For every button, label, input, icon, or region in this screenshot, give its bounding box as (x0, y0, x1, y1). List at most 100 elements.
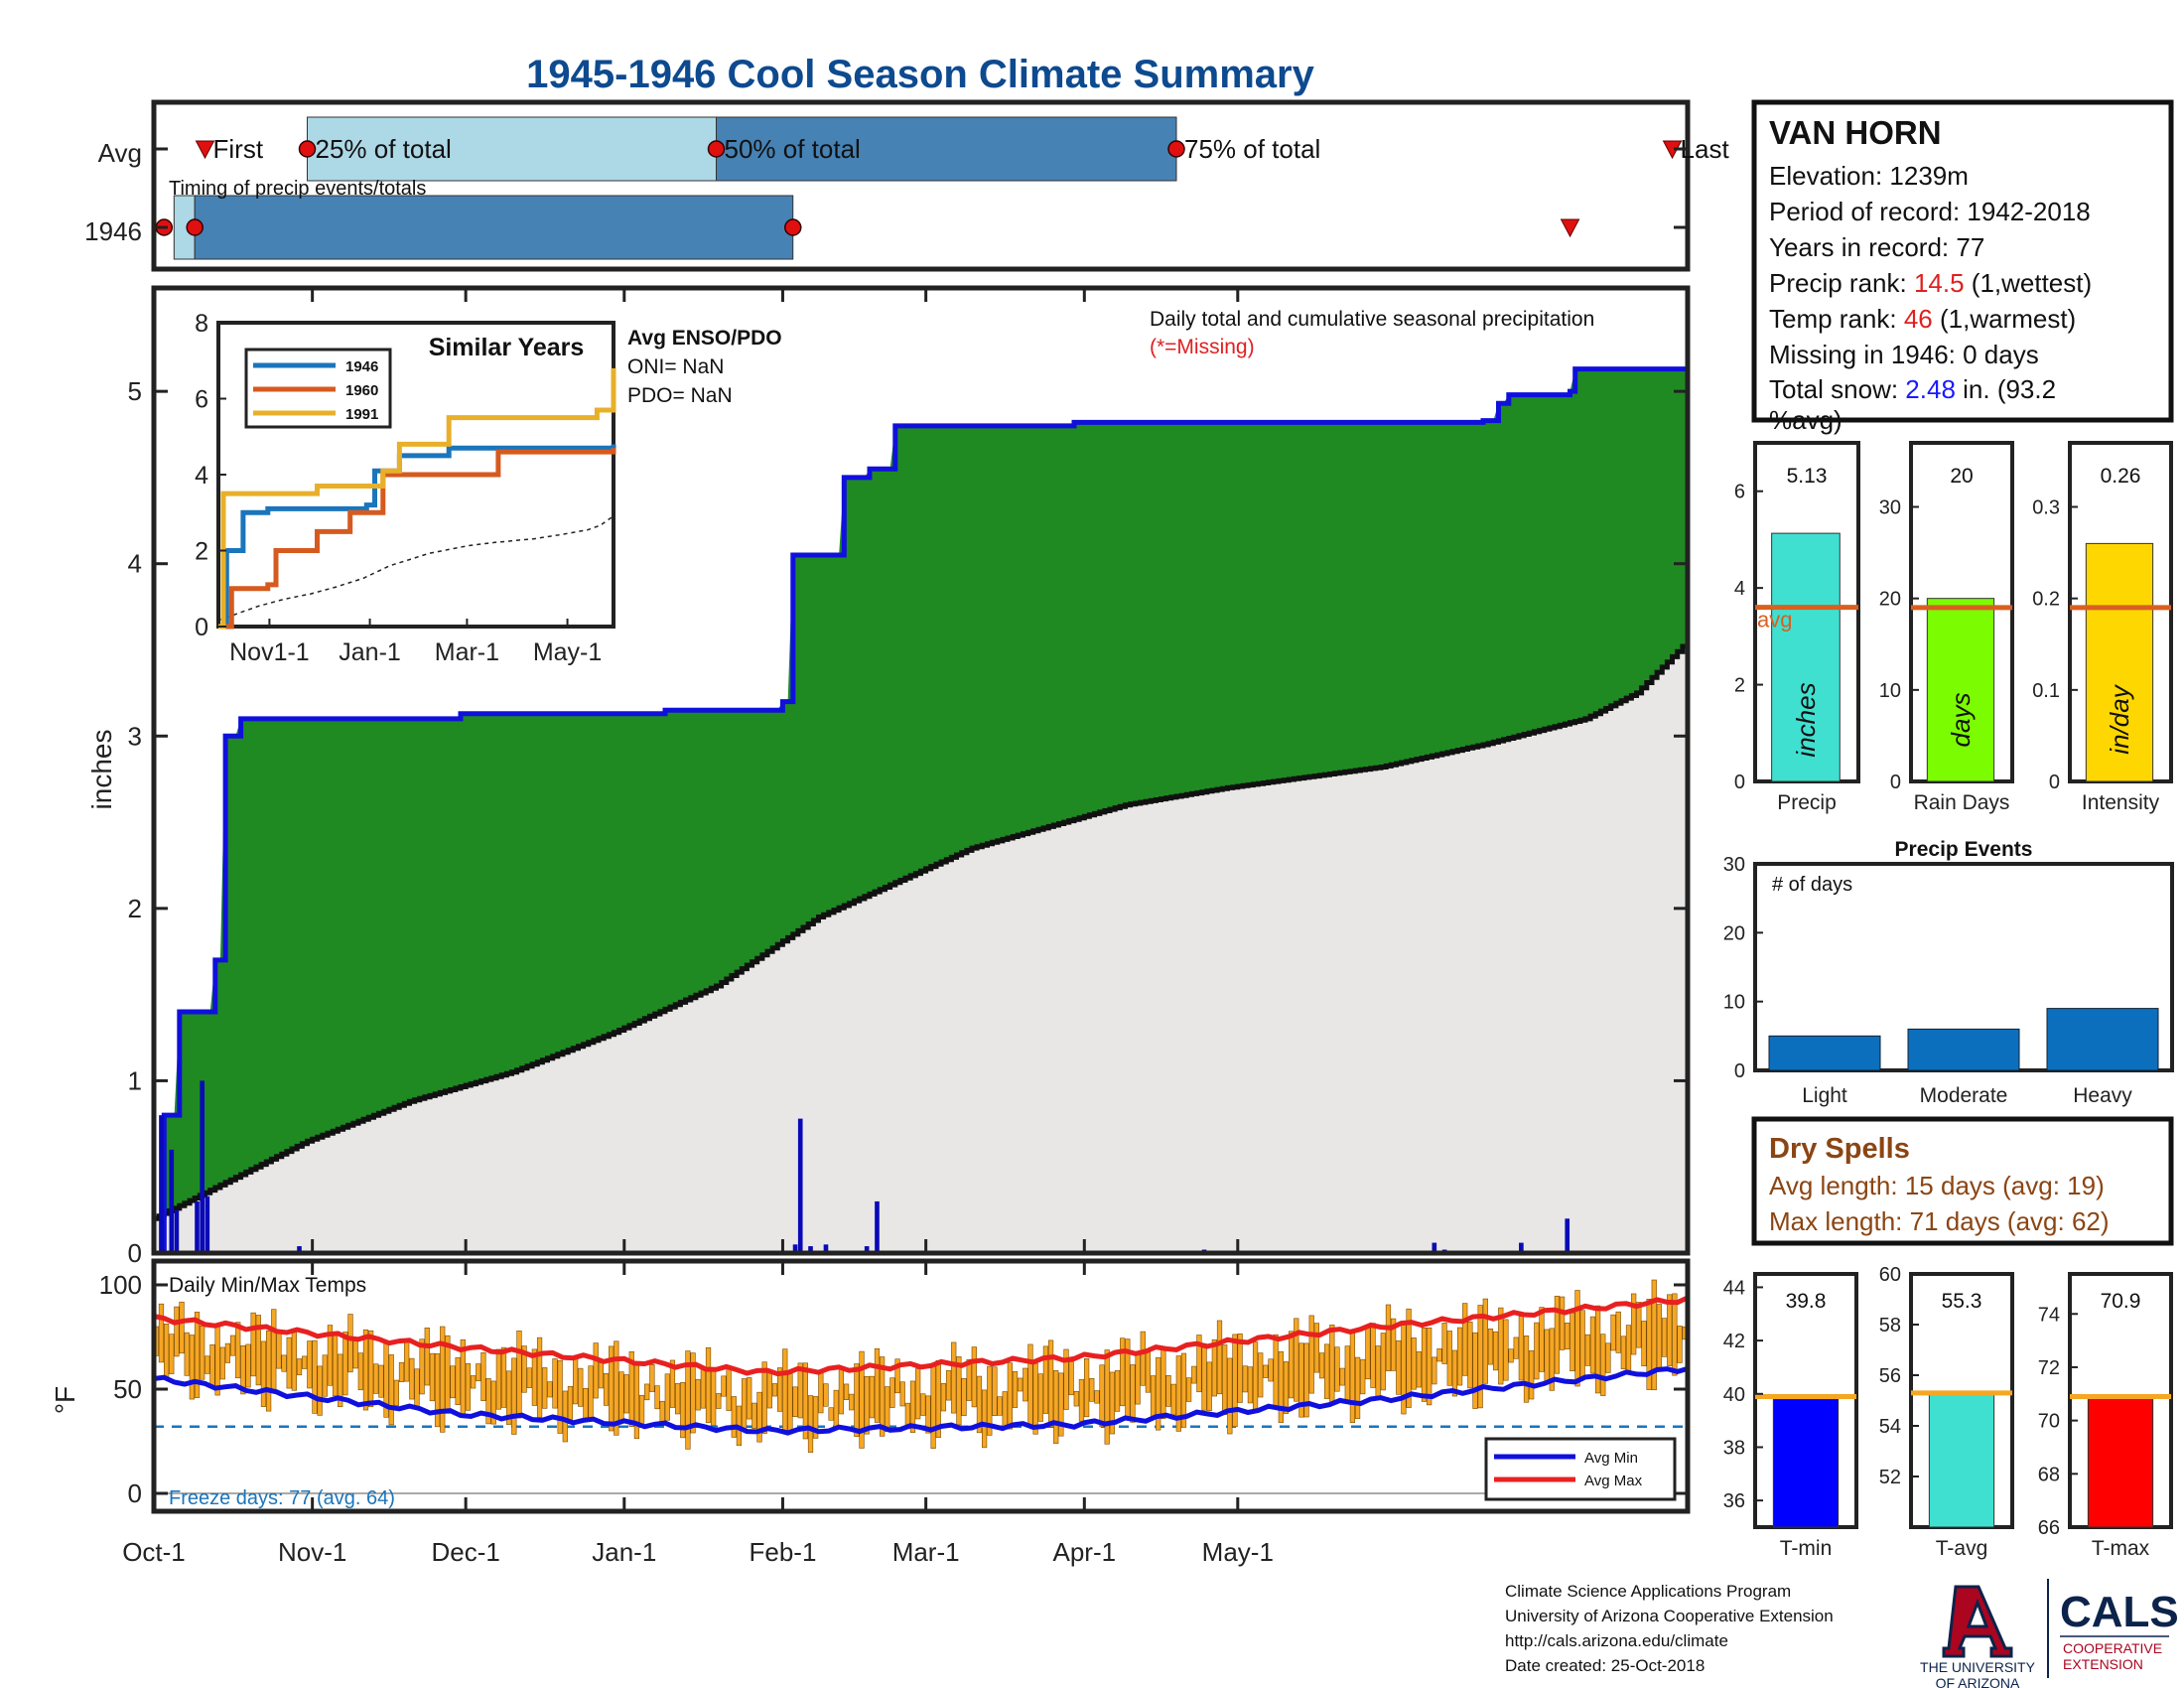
summary-label-2: Intensity (2082, 791, 2160, 814)
summary-tick-label-0-0: 0 (1734, 772, 1745, 793)
temp-range-bar-178 (1063, 1348, 1069, 1410)
legend-label-1946: 1946 (345, 358, 378, 375)
temp-range-bar-116 (747, 1377, 752, 1420)
temp-range-bar-276 (1565, 1322, 1570, 1349)
daily-precip-bar-8 (797, 1118, 803, 1253)
footer-date: Date created: 25-Oct-2018 (1505, 1656, 1705, 1675)
avg-min-line (153, 1365, 1689, 1436)
temp-range-bar-132 (828, 1407, 834, 1421)
summary-unit-label-1: days (1946, 693, 1976, 748)
temp-range-bar-138 (859, 1350, 865, 1449)
temp-range-bar-81 (567, 1385, 574, 1425)
temp-y-axis: 0 50 100 (99, 1270, 1688, 1508)
temp-summary-t-max: 66 68 70 72 74 70.9 T-max (2038, 1272, 2173, 1560)
temp-range-bar-277 (1570, 1312, 1575, 1372)
temp-range-bar-196 (1156, 1356, 1161, 1431)
page-title: 1945-1946 Cool Season Climate Summary (526, 53, 1314, 96)
daily-precip-bar-2 (174, 1209, 180, 1253)
ua-line2: OF ARIZONA (1936, 1675, 2020, 1688)
temp-range-bar-95 (638, 1394, 645, 1427)
precip-y-label: inches (86, 730, 117, 810)
temp-range-bar-123 (782, 1348, 788, 1432)
temp-range-bar-22 (265, 1330, 272, 1412)
temp-range-bar-253 (1446, 1331, 1452, 1386)
summary-value-label-2: 0.26 (2101, 465, 2141, 488)
event-bar-light (1768, 1035, 1881, 1071)
summary-bar-2 (2085, 542, 2154, 782)
temp-range-bar-115 (741, 1378, 748, 1432)
temp-range-bar-34 (327, 1325, 334, 1386)
temp-range-bar-181 (1078, 1378, 1085, 1422)
timing-avg-q25-marker (298, 140, 317, 158)
temp-range-bar-63 (476, 1363, 481, 1382)
temp-range-bar-231 (1334, 1346, 1340, 1392)
inset-y-tick-label-0: 0 (195, 614, 208, 641)
precip-y-tick-label-2: 2 (128, 894, 142, 923)
summary-tick-label-1-2: 20 (1879, 589, 1901, 611)
temp-range-bar-267 (1518, 1316, 1524, 1381)
temp-range-bar-209 (1222, 1344, 1228, 1415)
temp-range-bar-12 (214, 1325, 220, 1396)
temp-range-bar-68 (500, 1346, 507, 1408)
footer: Climate Science Applications Program Uni… (1505, 1582, 1834, 1675)
temp-range-bar-249 (1427, 1328, 1433, 1406)
dry-spells-title: Dry Spells (1769, 1133, 1910, 1165)
events-title: Precip Events (1895, 838, 2033, 861)
temp-range-bar-148 (909, 1380, 916, 1433)
date-tick-label-6: Apr-1 (1053, 1537, 1117, 1567)
temp-range-bar-56 (440, 1326, 446, 1433)
daily-precip-bar-10 (823, 1244, 829, 1253)
temp-range-bar-83 (578, 1367, 584, 1407)
temp-summary-tick-label-1-2: 56 (1879, 1365, 1901, 1387)
temp-range-bar-108 (705, 1346, 712, 1424)
temp-range-bar-165 (997, 1396, 1003, 1416)
cals-coop1: COOPERATIVE (2063, 1640, 2162, 1656)
temp-range-bar-264 (1503, 1319, 1509, 1381)
temp-range-bar-53 (424, 1328, 430, 1386)
temp-summary-bar-2 (2087, 1395, 2154, 1528)
station-name: VAN HORN (1769, 114, 1942, 151)
temp-range-bar-29 (302, 1355, 308, 1369)
temp-range-bar-222 (1289, 1331, 1295, 1399)
temp-range-bar-269 (1529, 1350, 1535, 1400)
temp-range-bar-240 (1380, 1333, 1386, 1391)
temp-range-bar-257 (1467, 1322, 1473, 1389)
summary-tick-label-1-0: 0 (1890, 772, 1901, 793)
date-tick-label-5: Mar-1 (892, 1537, 960, 1567)
inset-x-tick-label-1: Jan-1 (339, 638, 401, 666)
temp-range-bar-213 (1242, 1365, 1248, 1393)
event-bar-heavy (2046, 1008, 2159, 1071)
temp-range-bar-167 (1007, 1362, 1013, 1430)
temp-range-bar-187 (1109, 1371, 1115, 1435)
summary-bars: 0 2 4 6 5.13 inches Precip avg 0 10 20 30 20 days Rain… (1734, 441, 2173, 814)
temp-range-bar-69 (506, 1370, 512, 1425)
temp-range-bar-26 (286, 1336, 292, 1389)
temp-range-bar-143 (885, 1386, 890, 1433)
temp-range-bar-291 (1641, 1321, 1647, 1367)
temp-range-bar-118 (756, 1391, 762, 1443)
temp-range-bar-112 (726, 1366, 732, 1411)
temp-range-bar-23 (271, 1309, 277, 1390)
precip-y-axis: 0 1 2 3 4 5 (128, 376, 1688, 1268)
temp-range-bar-64 (480, 1351, 486, 1401)
temp-range-bar-251 (1436, 1348, 1442, 1362)
daily-precip-bar-4 (200, 1080, 205, 1253)
enso-title: Avg ENSO/PDO (627, 327, 782, 350)
temp-range-bar-149 (915, 1368, 921, 1420)
temp-range-bar-245 (1406, 1308, 1412, 1408)
temp-range-bar-117 (751, 1402, 757, 1429)
temp-range-bar-206 (1206, 1361, 1212, 1412)
temp-range-bar-161 (976, 1375, 983, 1434)
station-years: Years in record: 77 (1769, 232, 1984, 262)
daily-precip-bar-12 (875, 1200, 880, 1253)
temp-y-tick-label-2: 100 (99, 1270, 142, 1300)
temp-plot-area (153, 1279, 1690, 1494)
temp-range-bar-248 (1421, 1328, 1428, 1402)
temp-range-bar-89 (609, 1345, 614, 1432)
temp-summary-bar-1 (1928, 1392, 1995, 1528)
temp-range-bar-261 (1487, 1329, 1494, 1365)
summary-value-label-0: 5.13 (1787, 465, 1828, 488)
temp-range-bar-71 (516, 1330, 522, 1419)
event-label-1: Moderate (1920, 1084, 2008, 1107)
